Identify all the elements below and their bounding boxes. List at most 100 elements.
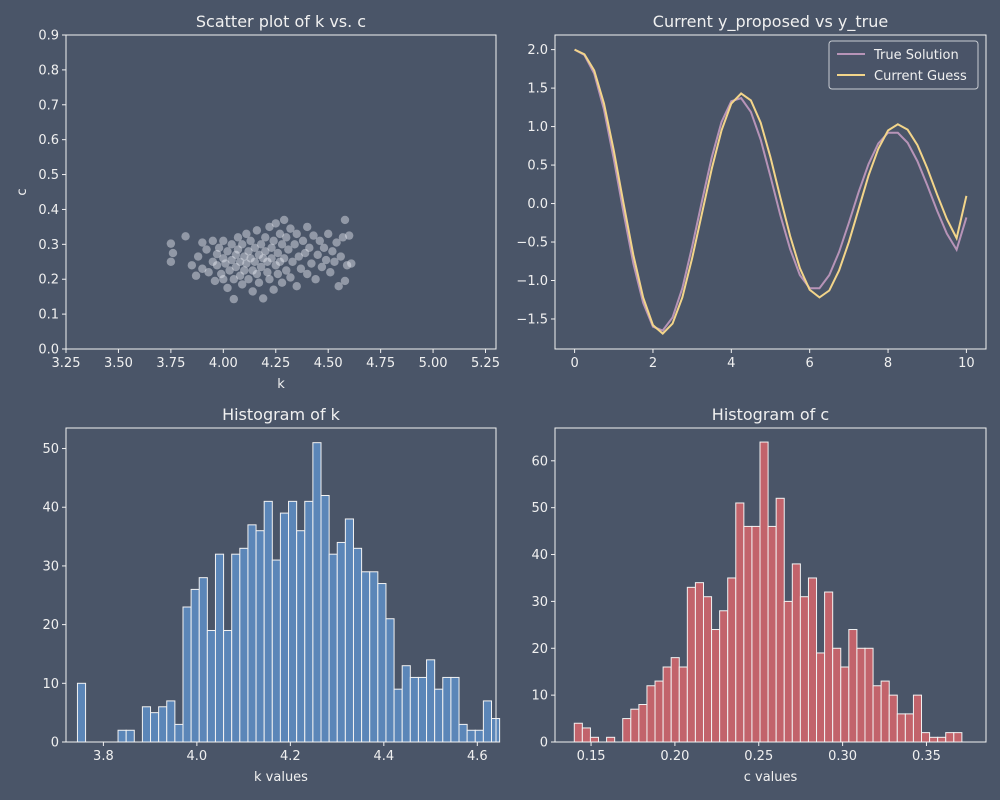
chart4-bar-38 [880,680,890,743]
chart3-bar-22 [255,530,265,743]
chart3-bar-10 [158,706,168,743]
chart1-point-97 [315,236,325,246]
chart1-xtick-label-2: 3.75 [156,356,185,371]
chart1-point-100 [321,255,331,265]
chart1-point-10 [204,268,213,277]
chart3-bar-14 [190,588,200,743]
chart1-point-110 [340,215,350,225]
chart4-bar-14 [686,586,696,743]
chart1-point-75 [279,215,289,225]
chart1-ytick-label-2: 0.2 [38,273,59,288]
chart1-point-14 [212,249,222,259]
chart1-point-78 [282,233,291,242]
chart1-point-40 [242,259,251,268]
chart1-ytick-label-6: 0.6 [38,133,59,148]
chart4-bar-45 [937,736,947,743]
chart3-bar-20 [239,547,249,743]
chart3-bar-48 [466,729,476,743]
chart2-ytick-label-1: −1.0 [516,274,548,289]
chart1-point-22 [223,247,232,256]
chart1-point-6 [193,252,203,261]
chart3-bar-6 [125,729,135,743]
chart4-bar-17 [711,629,721,743]
chart1-point-5 [191,271,201,280]
chart1-point-50 [252,226,262,235]
chart1-point-59 [263,268,272,277]
chart1-point-47 [250,243,259,253]
chart1-point-44 [246,236,255,246]
chart3-bar-31 [328,553,338,743]
chart4-bar-25 [775,497,785,743]
chart3-bar-50 [482,700,492,743]
chart3-xtick-label-1: 4.0 [187,749,208,764]
chart1-point-3 [181,232,190,241]
chart1-point-11 [208,257,218,266]
chart4-bar-43 [921,732,931,743]
chart1-point-70 [273,269,283,279]
chart3-axes-frame [65,427,497,743]
chart2-ytick-label-5: 1.0 [527,120,548,135]
chart3-bar-34 [352,547,363,743]
chart2-ytick-label-4: 0.5 [527,159,548,174]
chart2-ytick-label-3: 0.0 [527,197,548,212]
chart1-point-102 [326,268,335,277]
chart3-bar-37 [377,583,387,743]
chart1-ytick-label-5: 0.5 [38,168,59,183]
chart4-bar-26 [783,600,793,743]
chart4-bar-18 [719,610,729,743]
chart1-point-23 [223,283,232,293]
chart3-bar-25 [279,512,290,743]
chart4-bar-13 [678,666,688,743]
chart1-point-104 [330,257,339,266]
chart1-point-29 [231,250,241,259]
chart4-bar-34 [848,629,858,743]
chart1-xtick-label-7: 5.00 [419,356,448,371]
chart3-bar-41 [409,676,419,743]
chart1-point-63 [267,243,276,253]
chart4-bar-19 [727,577,737,743]
chart4-bar-7 [630,708,640,743]
chart2-xtick-label-3: 6 [806,356,814,371]
chart4-bar-47 [953,732,963,743]
chart3-bar-11 [166,700,176,743]
chart2-xtick-label-5: 10 [958,356,975,371]
chart1-point-7 [198,238,207,247]
chart1-point-61 [265,222,274,232]
chart3-bar-19 [231,553,241,743]
chart3-ytick-label-4: 40 [42,501,59,516]
chart1-xtick-label-1: 3.50 [104,356,133,371]
chart4-xtick-label-2: 0.25 [744,749,773,764]
chart1-point-113 [347,259,356,268]
chart1-ytick-label-9: 0.9 [38,29,59,44]
chart4-bar-4 [606,736,616,743]
chart1-point-111 [342,261,352,270]
chart3-bar-9 [150,712,160,743]
chart1-xtick-label-3: 4.00 [209,356,238,371]
chart1-point-16 [214,243,224,253]
chart4-ytick-label-2: 20 [531,642,548,657]
chart4-ytick-label-3: 30 [531,595,548,610]
chart1-point-84 [292,282,301,291]
chart1-point-12 [208,236,218,246]
chart1-point-85 [292,229,301,239]
chart1-point-71 [275,229,285,239]
chart2-ytick-label-6: 1.5 [527,82,548,97]
chart1-point-92 [305,243,314,253]
chart3-bar-26 [288,500,298,743]
chart1-point-95 [311,275,320,284]
chart1-point-108 [338,233,348,242]
chart1-point-46 [248,287,257,296]
chart1-point-25 [227,240,236,249]
chart4-axes-frame [554,427,987,743]
chart4-bar-11 [662,666,672,743]
chart2-axes-frame [554,34,987,350]
chart1-point-56 [258,294,268,303]
chart4-xtick-label-3: 0.30 [828,749,857,764]
chart4-bar-8 [638,704,648,743]
chart3-bar-15 [198,577,208,743]
chart1-point-72 [275,257,285,266]
chart1-xtick-label-4: 4.25 [261,356,290,371]
chart4-bar-0 [573,722,583,743]
chart1-point-20 [219,275,228,284]
